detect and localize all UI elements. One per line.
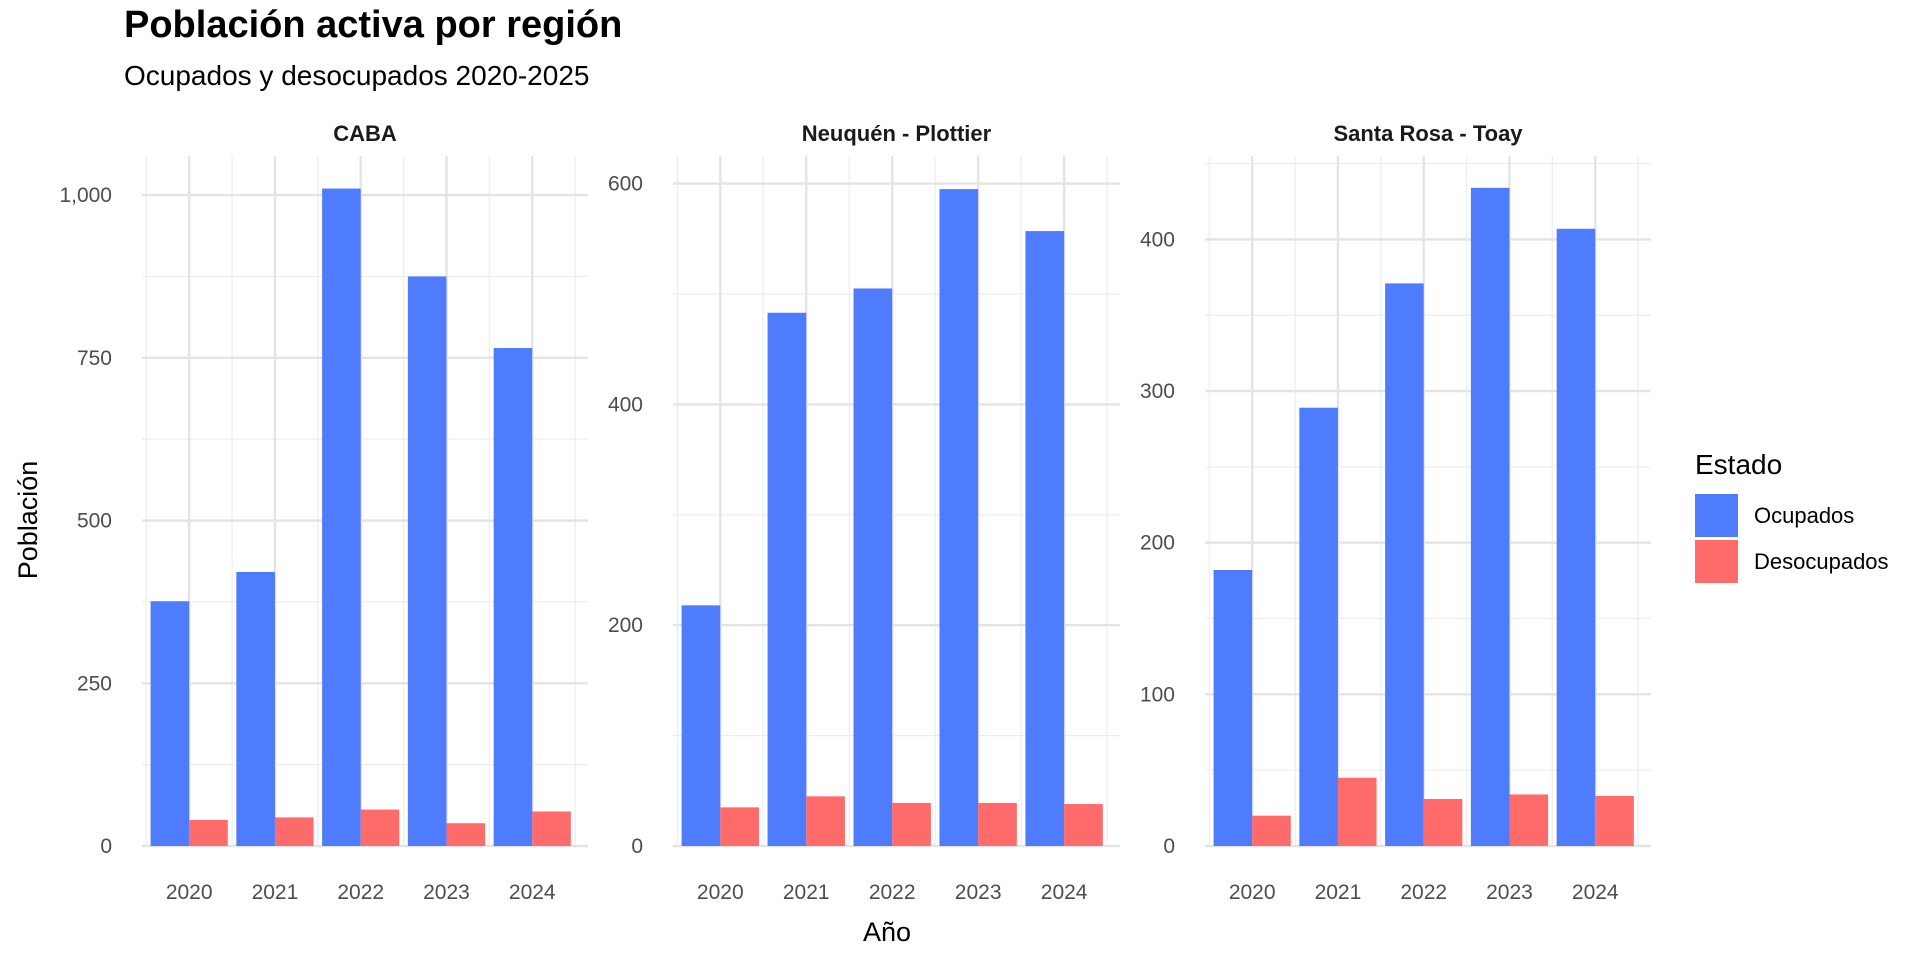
chart-subtitle: Ocupados y desocupados 2020-2025 bbox=[124, 60, 590, 91]
y-tick-label: 300 bbox=[1140, 380, 1175, 403]
panel-title: Santa Rosa - Toay bbox=[1333, 121, 1523, 146]
bar-ocupados-2022 bbox=[1385, 283, 1424, 846]
bar-desocupados-2021 bbox=[1337, 777, 1377, 846]
x-tick-label: 2024 bbox=[1572, 881, 1619, 904]
bar-desocupados-2020 bbox=[189, 819, 228, 846]
bar-desocupados-2021 bbox=[806, 796, 845, 846]
y-tick-label: 750 bbox=[77, 347, 112, 370]
y-tick-label: 0 bbox=[100, 835, 112, 858]
bar-desocupados-2022 bbox=[360, 809, 400, 846]
bar-ocupados-2024 bbox=[1025, 231, 1065, 846]
y-tick-label: 200 bbox=[608, 614, 643, 637]
panel-title: Neuquén - Plottier bbox=[802, 121, 992, 146]
bar-desocupados-2023 bbox=[978, 802, 1017, 846]
x-axis-title: Año bbox=[863, 917, 911, 947]
bar-ocupados-2021 bbox=[767, 312, 807, 846]
y-tick-label: 0 bbox=[631, 835, 643, 858]
bar-desocupados-2023 bbox=[1509, 794, 1549, 846]
x-tick-label: 2021 bbox=[783, 881, 830, 904]
legend-swatch-ocupados bbox=[1695, 494, 1738, 537]
bar-ocupados-2020 bbox=[681, 605, 721, 846]
legend-swatch-desocupados bbox=[1695, 540, 1738, 583]
x-tick-label: 2022 bbox=[337, 881, 384, 904]
x-tick-label: 2021 bbox=[252, 881, 299, 904]
y-axis-title: Población bbox=[13, 461, 43, 580]
panel-0: 0 250 500 750 1,000 2020 2021 2022 2023 2024 CABA bbox=[59, 121, 588, 904]
chart-title: Población activa por región bbox=[124, 4, 623, 46]
legend-label-desocupados: Desocupados bbox=[1754, 549, 1889, 574]
legend-label-ocupados: Ocupados bbox=[1754, 503, 1854, 528]
x-tick-label: 2020 bbox=[1229, 881, 1276, 904]
panel-title: CABA bbox=[333, 121, 397, 146]
bar-ocupados-2023 bbox=[939, 189, 979, 846]
bar-desocupados-2020 bbox=[720, 807, 759, 846]
panel-1: 0 200 400 600 2020 2021 2022 2023 2024 Neuquén - … bbox=[608, 121, 1120, 904]
x-tick-label: 2023 bbox=[423, 881, 470, 904]
legend-title: Estado bbox=[1695, 449, 1782, 480]
bar-ocupados-2020 bbox=[150, 601, 190, 846]
bar-desocupados-2020 bbox=[1252, 815, 1291, 846]
x-tick-label: 2020 bbox=[697, 881, 744, 904]
y-tick-label: 250 bbox=[77, 672, 112, 695]
x-tick-label: 2022 bbox=[869, 881, 916, 904]
bar-ocupados-2023 bbox=[1470, 187, 1510, 846]
bar-ocupados-2020 bbox=[1213, 570, 1253, 846]
bar-ocupados-2024 bbox=[493, 348, 533, 846]
y-tick-label: 500 bbox=[77, 510, 112, 533]
bar-ocupados-2024 bbox=[1556, 228, 1596, 847]
bar-ocupados-2022 bbox=[853, 288, 893, 847]
bar-desocupados-2023 bbox=[446, 823, 486, 846]
bar-desocupados-2024 bbox=[1595, 795, 1634, 846]
bar-desocupados-2024 bbox=[532, 811, 571, 846]
y-tick-label: 400 bbox=[1140, 228, 1175, 251]
x-tick-label: 2023 bbox=[1486, 881, 1533, 904]
bar-desocupados-2022 bbox=[1423, 798, 1463, 846]
legend: Estado Ocupados Desocupados bbox=[1695, 449, 1889, 583]
y-tick-label: 400 bbox=[608, 393, 643, 416]
y-tick-label: 0 bbox=[1163, 835, 1175, 858]
y-tick-label: 200 bbox=[1140, 532, 1175, 555]
bar-ocupados-2022 bbox=[322, 188, 361, 846]
x-tick-label: 2024 bbox=[1041, 881, 1088, 904]
x-tick-label: 2023 bbox=[955, 881, 1002, 904]
bar-desocupados-2024 bbox=[1064, 804, 1103, 846]
panel-2: 0 100 200 300 400 2020 2021 2022 2023 2024 Santa R… bbox=[1140, 121, 1651, 904]
bar-desocupados-2022 bbox=[892, 802, 931, 846]
bar-desocupados-2021 bbox=[274, 817, 314, 846]
x-tick-label: 2024 bbox=[509, 881, 556, 904]
bar-ocupados-2021 bbox=[1299, 407, 1338, 846]
y-tick-label: 100 bbox=[1140, 683, 1175, 706]
bar-ocupados-2021 bbox=[236, 571, 275, 846]
y-tick-label: 1,000 bbox=[59, 184, 112, 207]
x-tick-label: 2021 bbox=[1315, 881, 1362, 904]
x-tick-label: 2020 bbox=[166, 881, 213, 904]
y-tick-label: 600 bbox=[608, 173, 643, 196]
x-tick-label: 2022 bbox=[1400, 881, 1447, 904]
bar-ocupados-2023 bbox=[407, 276, 447, 846]
